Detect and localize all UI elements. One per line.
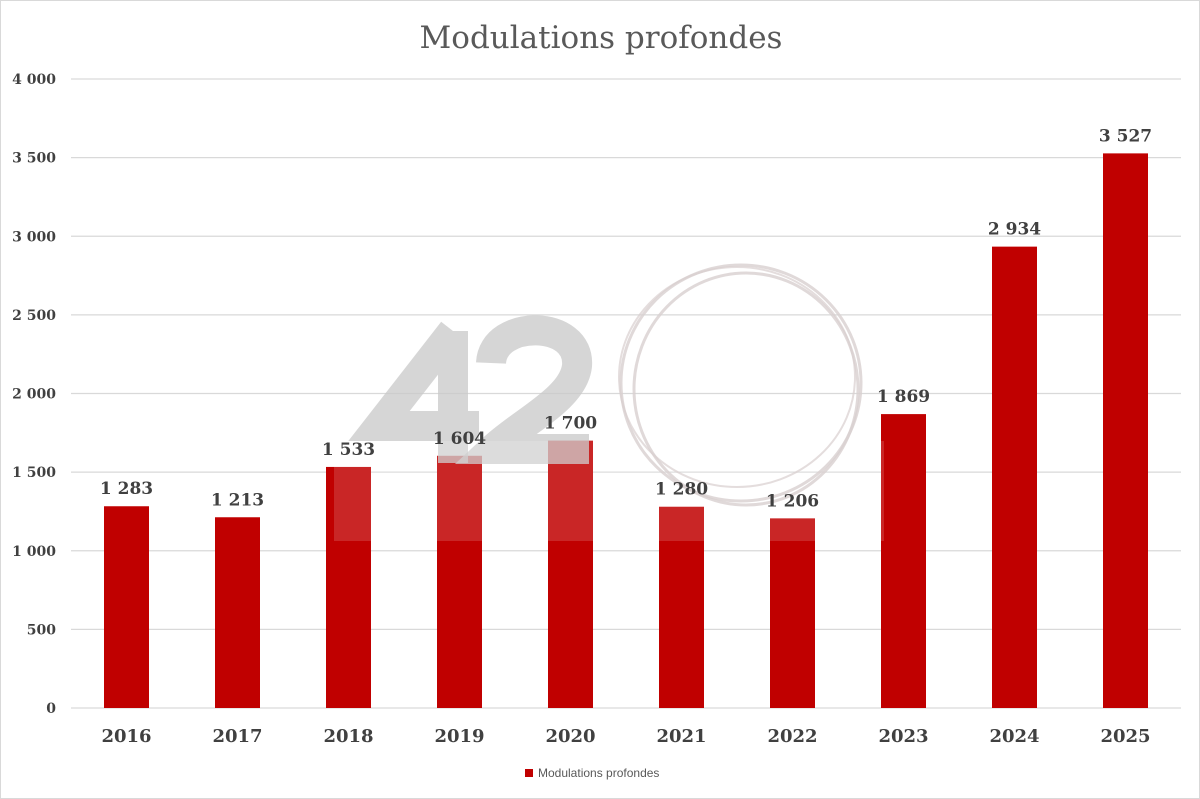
bar-2025 [1103,153,1148,708]
data-label: 1 213 [211,490,264,510]
x-tick-label: 2022 [767,726,817,747]
data-label: 3 527 [1099,126,1152,146]
x-tick-label: 2025 [1100,726,1150,747]
data-label: 1 206 [766,491,819,511]
y-tick-label: 3 500 [12,151,56,167]
y-tick-label: 1 500 [12,465,56,481]
y-tick-label: 0 [46,701,56,717]
bar-2016 [104,506,149,708]
bar-2017 [215,517,260,708]
x-tick-label: 2021 [656,726,706,747]
x-tick-label: 2016 [101,726,151,747]
bar-2020 [548,440,593,708]
data-label: 1 533 [322,440,375,460]
y-tick-label: 2 000 [12,387,56,403]
y-tick-label: 2 500 [12,308,56,324]
bar-2024 [992,246,1037,709]
legend-label: Modulations profondes [538,766,659,780]
bar-2023 [881,414,926,708]
data-label: 1 700 [544,414,597,434]
y-tick-label: 1 000 [12,544,56,560]
data-label: 1 869 [877,387,930,407]
x-tick-label: 2024 [989,726,1039,747]
y-tick-label: 3 000 [12,229,56,245]
bar-2018 [326,466,371,708]
bar-2022 [770,518,815,708]
legend: Modulations profondes [525,766,659,780]
bar-2021 [659,506,704,708]
x-tick-label: 2019 [434,726,484,747]
data-label: 1 283 [100,479,153,499]
x-tick-label: 2020 [545,726,595,747]
chart-title: Modulations profondes [420,20,783,56]
y-tick-label: 500 [27,622,56,638]
y-tick-label: 4 000 [12,72,56,88]
legend-swatch [525,769,533,777]
data-label: 2 934 [988,220,1041,240]
data-label: 1 280 [655,480,708,500]
bar-2019 [437,455,482,708]
x-tick-label: 2023 [878,726,928,747]
data-label: 1 604 [433,429,486,449]
x-tick-label: 2017 [212,726,262,747]
x-tick-label: 2018 [323,726,373,747]
